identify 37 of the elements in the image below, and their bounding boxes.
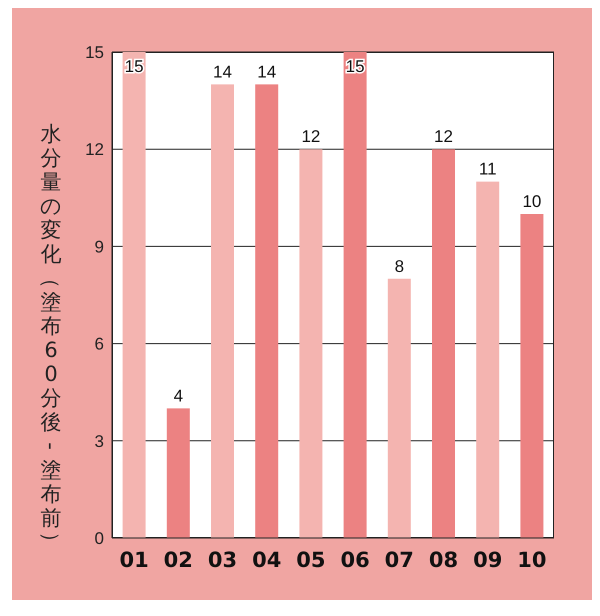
data-label: 15	[124, 57, 144, 76]
y-tick-label: 12	[85, 140, 104, 160]
bar	[476, 182, 500, 538]
x-tick-label: 08	[428, 548, 458, 572]
x-tick-label: 02	[164, 548, 193, 572]
bar	[388, 278, 411, 538]
data-label: 11	[478, 160, 497, 179]
data-label: 12	[301, 127, 320, 146]
data-label: 10	[522, 192, 542, 211]
bar	[255, 84, 278, 538]
y-tick-label: 15	[85, 43, 104, 62]
data-label: 8	[394, 256, 404, 276]
bar	[211, 84, 234, 538]
data-label: 14	[213, 62, 232, 82]
x-tick-label: 01	[119, 548, 149, 572]
x-tick-label: 10	[517, 548, 547, 572]
data-label: 12	[434, 127, 453, 146]
bar	[299, 149, 322, 538]
bar	[166, 408, 190, 538]
x-tick-label: 05	[296, 548, 326, 572]
bar	[122, 52, 146, 538]
bar	[520, 214, 544, 538]
x-tick-label: 03	[208, 548, 238, 572]
text: 水分量の変化（塗布60分後-塗布前）	[39, 122, 63, 552]
y-tick-label: 3	[94, 432, 104, 451]
y-tick-label: 9	[94, 237, 104, 256]
data-label: 15	[346, 57, 365, 76]
bar	[432, 149, 456, 538]
data-label: 14	[257, 62, 276, 82]
y-tick-label: 6	[94, 334, 104, 354]
data-label: 4	[174, 386, 184, 406]
x-tick-label: 04	[252, 548, 282, 572]
x-tick-label: 07	[384, 548, 414, 572]
x-tick-label: 06	[340, 548, 370, 572]
bar	[344, 52, 367, 538]
x-tick-label: 09	[473, 548, 502, 572]
y-tick-label: 0	[94, 529, 104, 548]
